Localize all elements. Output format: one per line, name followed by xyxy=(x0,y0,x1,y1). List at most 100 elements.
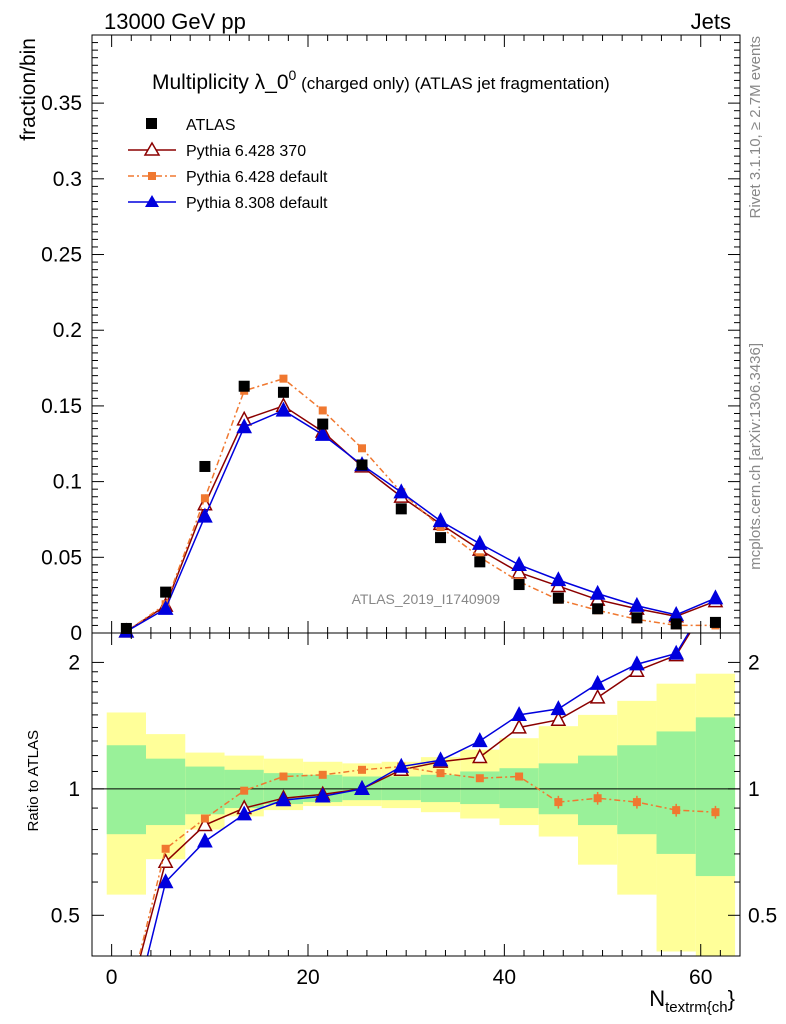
main-y-tick-label: 0.25 xyxy=(41,244,82,267)
ratio-y-tick-label-left: 1 xyxy=(68,778,80,801)
series-marker xyxy=(236,805,253,821)
series-marker xyxy=(668,644,685,660)
series-marker xyxy=(240,786,249,795)
ratio-y-tick-label-right: 1 xyxy=(748,778,760,801)
series-marker xyxy=(358,765,366,774)
legend-marker-atlas xyxy=(146,118,157,129)
atlas-data-point xyxy=(160,586,172,598)
ratio-ylabel: Ratio to ATLAS xyxy=(25,730,42,831)
series-marker xyxy=(475,774,484,783)
x-tick-label: 0 xyxy=(106,966,118,989)
analysis-id: ATLAS_2019_I1740909 xyxy=(352,591,501,607)
legend-label-atlas: ATLAS xyxy=(186,117,236,134)
series-line xyxy=(139,633,691,956)
chart-title-main: Multiplicity λ_0 xyxy=(152,71,289,94)
atlas-data-point xyxy=(317,418,329,430)
atlas-data-point xyxy=(120,622,132,634)
band-inner-bin xyxy=(185,766,225,815)
series-marker xyxy=(550,571,567,587)
series-marker xyxy=(157,873,174,889)
band-inner-bin xyxy=(381,776,421,801)
atlas-data-point xyxy=(709,616,721,628)
series-marker xyxy=(275,401,292,417)
main-ylabel: fraction/bin xyxy=(17,38,40,141)
x-tick-label: 20 xyxy=(296,966,319,989)
series-marker xyxy=(511,706,527,722)
ratio-y-tick-label-right: 2 xyxy=(748,651,760,674)
series-marker xyxy=(511,556,527,572)
atlas-data-point xyxy=(277,386,289,398)
atlas-data-point xyxy=(631,612,643,624)
atlas-data-point xyxy=(356,459,368,471)
main-panel-series xyxy=(118,374,724,638)
series-marker xyxy=(197,832,213,848)
main-y-tick-label: 0.05 xyxy=(41,546,82,569)
series-marker xyxy=(279,772,288,781)
legend-marker-py6-370 xyxy=(143,141,161,156)
main-y-tick-label: 0 xyxy=(70,622,82,645)
series-marker xyxy=(197,507,213,523)
series-marker xyxy=(589,674,606,690)
x-tick-label: 40 xyxy=(493,966,516,989)
atlas-data-point xyxy=(238,380,250,392)
x-axis-label-sub: textrm{ch xyxy=(665,999,728,1016)
series-line xyxy=(125,377,716,633)
series-marker xyxy=(550,711,567,726)
ratio-y-tick-label-left: 2 xyxy=(68,651,80,674)
ratio-panel-series xyxy=(138,633,720,956)
ratio-panel-frame xyxy=(91,632,741,957)
legend-marker-py6-def xyxy=(148,172,156,180)
atlas-data-point xyxy=(474,556,486,568)
series-marker xyxy=(236,418,253,434)
band-inner-bin xyxy=(695,717,736,877)
series-marker xyxy=(318,406,327,415)
series-line xyxy=(138,765,716,956)
x-axis-label-main: N xyxy=(649,986,665,1011)
series-marker xyxy=(589,688,606,704)
series-marker xyxy=(275,791,292,807)
main-y-tick-label: 0.1 xyxy=(53,471,82,494)
series-marker xyxy=(161,844,170,853)
header-left: 13000 GeV pp xyxy=(104,9,246,34)
legend-marker-py8-def xyxy=(145,195,159,207)
atlas-data-point xyxy=(435,532,447,544)
series-line xyxy=(125,409,716,633)
series-marker xyxy=(197,816,213,832)
main-y-tick-label: 0.2 xyxy=(53,319,82,342)
legend: ATLAS Pythia 6.428 370 Pythia 6.428 defa… xyxy=(128,117,328,212)
band-inner-bin xyxy=(106,745,146,835)
x-tick-label: 60 xyxy=(689,966,712,989)
chart-title: Multiplicity λ_00 (charged only) (ATLAS … xyxy=(152,67,610,94)
x-axis-label: Ntextrm{ch} xyxy=(649,986,735,1016)
series-marker xyxy=(629,596,645,612)
series-marker xyxy=(157,853,174,869)
series-marker xyxy=(589,584,606,600)
series-marker xyxy=(314,425,331,441)
series-marker xyxy=(436,769,445,778)
series-marker xyxy=(471,732,488,748)
series-marker xyxy=(318,770,327,779)
band-inner-bin xyxy=(617,745,657,835)
atlas-data-point xyxy=(395,503,407,515)
chart-title-sup: 0 xyxy=(289,67,297,83)
series-line xyxy=(146,633,690,956)
series-marker xyxy=(200,814,209,823)
atlas-data-point xyxy=(199,460,211,472)
header-right: Jets xyxy=(691,9,731,34)
series-marker xyxy=(157,599,174,615)
series-marker xyxy=(432,512,449,528)
atlas-data-point xyxy=(670,618,682,630)
axis-ticks xyxy=(92,35,740,957)
band-inner-bin xyxy=(656,731,696,854)
legend-label-py8-def: Pythia 8.308 default xyxy=(186,195,328,212)
legend-label-py6-def: Pythia 6.428 default xyxy=(186,169,328,186)
band-inner-bin xyxy=(146,758,186,826)
ratio-y-tick-label-left: 0.5 xyxy=(51,904,80,927)
atlas-data-point xyxy=(513,579,525,591)
series-marker xyxy=(393,757,410,773)
atlas-data-point xyxy=(552,592,564,604)
rivet-label: Rivet 3.1.10, ≥ 2.7M events xyxy=(747,36,764,219)
series-marker xyxy=(707,589,724,605)
main-y-tick-label: 0.15 xyxy=(41,395,82,418)
main-y-tick-label: 0.35 xyxy=(41,92,82,115)
